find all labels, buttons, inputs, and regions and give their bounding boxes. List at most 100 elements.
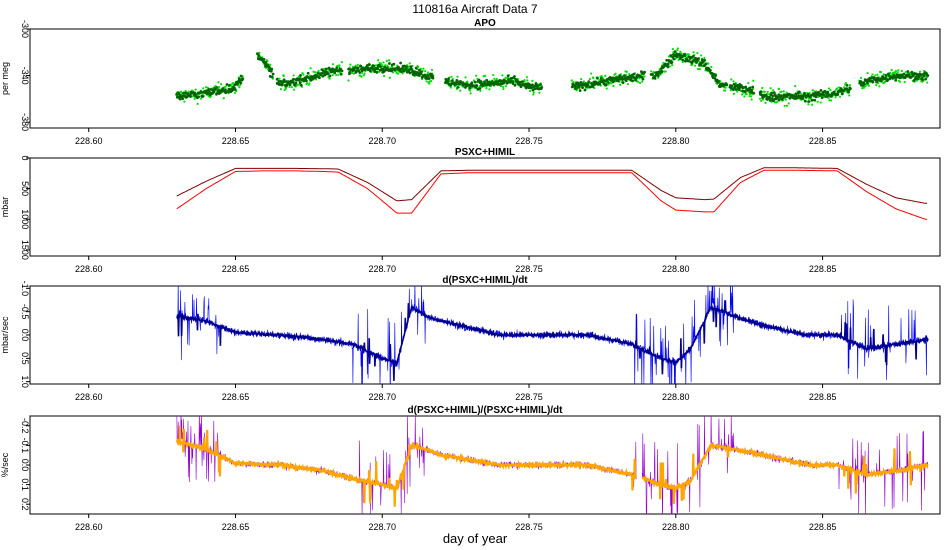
series-main <box>175 425 929 507</box>
data-point <box>926 81 929 84</box>
data-point <box>527 86 531 90</box>
data-point <box>356 66 360 70</box>
data-point <box>388 59 391 62</box>
data-point <box>618 74 622 77</box>
data-point <box>573 83 577 87</box>
data-point <box>697 57 700 60</box>
data-point <box>292 74 295 77</box>
data-point <box>817 91 821 94</box>
data-point <box>193 97 196 100</box>
data-point <box>270 67 274 71</box>
data-point <box>632 72 636 76</box>
data-point <box>339 67 342 71</box>
data-point <box>298 81 302 85</box>
y-tick-label: 500 <box>20 181 30 196</box>
data-point <box>916 77 920 81</box>
data-point <box>614 72 617 75</box>
x-tick-label: 228.60 <box>75 264 103 274</box>
data-point <box>776 100 779 103</box>
data-point <box>875 83 878 87</box>
data-point <box>275 77 279 81</box>
data-point <box>414 66 418 70</box>
data-point <box>232 81 235 85</box>
data-point <box>352 72 356 75</box>
data-point <box>894 70 898 73</box>
data-point <box>538 91 541 94</box>
data-point <box>305 79 308 83</box>
data-point <box>699 63 703 67</box>
data-point <box>794 92 798 96</box>
data-point <box>328 68 332 72</box>
data-point <box>469 92 472 95</box>
data-point <box>620 75 624 79</box>
data-point <box>596 76 599 80</box>
data-point <box>660 70 664 73</box>
data-point <box>238 86 241 89</box>
data-point <box>849 87 852 91</box>
data-point <box>780 90 783 93</box>
data-point <box>386 64 389 67</box>
data-point <box>222 97 225 100</box>
data-point <box>581 86 584 90</box>
data-point <box>902 72 906 76</box>
data-point <box>372 64 376 68</box>
data-point <box>734 88 738 91</box>
data-point <box>227 90 230 94</box>
data-point <box>479 89 482 92</box>
data-point <box>830 94 834 97</box>
data-point <box>347 79 350 82</box>
data-point <box>477 78 481 82</box>
x-tick-label: 228.70 <box>368 392 396 402</box>
data-point <box>848 84 852 87</box>
data-point <box>704 62 708 66</box>
data-point <box>666 62 670 66</box>
data-point <box>314 71 317 74</box>
data-point <box>625 70 628 74</box>
data-point <box>587 80 591 84</box>
data-point <box>636 80 640 83</box>
data-point <box>475 84 479 88</box>
data-point <box>612 84 615 88</box>
data-point <box>797 90 801 94</box>
x-tick-label: 228.85 <box>809 136 837 146</box>
data-point <box>298 77 302 81</box>
panel-4: d(PSXC+HIMIL)/(PSXC+HIMIL)/dt 228.60 228.6… <box>0 405 941 532</box>
data-point <box>473 80 477 84</box>
data-point <box>811 89 814 92</box>
data-point <box>639 81 642 85</box>
data-point <box>884 76 887 79</box>
data-point <box>829 99 833 102</box>
data-point <box>611 76 615 80</box>
data-point <box>919 73 923 76</box>
x-tick-label: 228.60 <box>75 522 103 532</box>
data-point <box>800 92 803 95</box>
data-point <box>290 86 293 89</box>
data-point <box>291 80 295 84</box>
data-point <box>396 72 400 75</box>
x-tick-label: 228.85 <box>809 522 837 532</box>
data-point <box>729 89 732 92</box>
data-point <box>396 65 400 69</box>
data-point <box>604 83 608 87</box>
data-point <box>410 67 414 71</box>
data-point <box>475 74 478 77</box>
data-point <box>523 82 527 86</box>
x-tick-label: 228.75 <box>515 392 543 402</box>
data-point <box>335 66 339 70</box>
data-point <box>430 79 433 83</box>
data-point <box>777 93 781 97</box>
data-point <box>299 73 302 77</box>
data-point <box>859 76 863 80</box>
data-point <box>694 64 697 67</box>
data-point <box>310 75 314 78</box>
data-point <box>521 80 525 84</box>
data-point <box>383 65 387 69</box>
data-point <box>740 93 744 96</box>
data-point <box>283 88 286 92</box>
data-point <box>536 84 540 88</box>
y-tick-label: 1500 <box>20 240 30 260</box>
data-point <box>803 99 807 103</box>
data-point <box>656 74 660 78</box>
data-point <box>504 85 508 88</box>
data-point <box>761 86 764 90</box>
